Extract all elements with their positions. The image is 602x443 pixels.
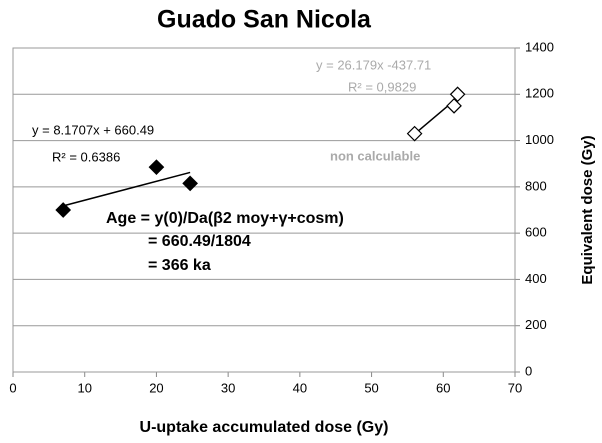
y-tick-label: 0 bbox=[525, 363, 532, 378]
x-tick-label: 40 bbox=[293, 380, 307, 395]
annotation: Age = y(0)/Da(β2 moy+γ+cosm) bbox=[106, 210, 344, 227]
annotation: = 366 ka bbox=[148, 257, 211, 274]
y-tick-label: 1200 bbox=[525, 86, 554, 101]
x-tick-label: 50 bbox=[364, 380, 378, 395]
data-point bbox=[182, 175, 198, 192]
x-tick-label: 20 bbox=[149, 380, 163, 395]
data-point bbox=[55, 202, 72, 218]
data-point bbox=[148, 159, 165, 176]
data-point bbox=[449, 86, 466, 103]
annotation: R² = 0.6386 bbox=[52, 149, 120, 164]
annotation: R² = 0,9829 bbox=[348, 79, 416, 94]
data-point bbox=[406, 125, 423, 142]
trendline bbox=[63, 171, 191, 207]
x-tick-label: 60 bbox=[436, 380, 450, 395]
x-tick-label: 70 bbox=[508, 380, 522, 395]
data-point bbox=[446, 98, 462, 114]
y-tick-label: 600 bbox=[525, 225, 547, 240]
annotation: y = 8.1707x + 660.49 bbox=[32, 122, 154, 137]
y-tick-label: 200 bbox=[525, 317, 547, 332]
y-axis-label: Equivalent dose (Gy) bbox=[579, 135, 596, 284]
annotation: = 660.49/1804 bbox=[148, 233, 251, 250]
x-tick-label: 30 bbox=[221, 380, 235, 395]
plot-border bbox=[12, 47, 516, 373]
y-tick-label: 800 bbox=[525, 178, 547, 193]
x-tick-label: 10 bbox=[77, 380, 91, 395]
annotation: y = 26.179x -437.71 bbox=[316, 57, 431, 72]
annotation: non calculable bbox=[330, 148, 420, 163]
x-axis-label: U-uptake accumulated dose (Gy) bbox=[140, 419, 389, 436]
y-tick-label: 1000 bbox=[525, 132, 554, 147]
x-tick-label: 0 bbox=[9, 380, 16, 395]
y-tick-label: 400 bbox=[525, 271, 547, 286]
chart-title: Guado San Nicola bbox=[157, 6, 372, 34]
y-tick-label: 1400 bbox=[525, 39, 554, 54]
